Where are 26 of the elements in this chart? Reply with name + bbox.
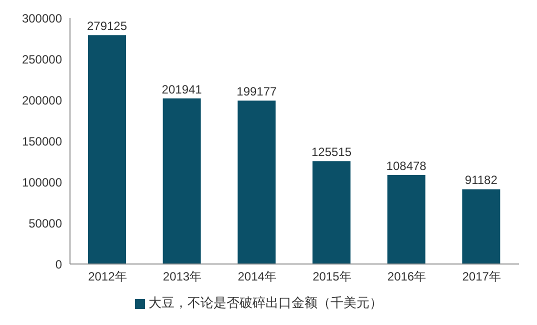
x-tick-label: 2012年 [88,270,127,284]
data-label: 199177 [236,84,278,99]
y-tick-label: 50000 [28,216,62,230]
bar [387,175,426,264]
y-tick-label: 0 [55,257,62,272]
x-tick-label: 2013年 [162,270,202,284]
data-label: 279125 [86,19,128,34]
x-tick-label: 2016年 [387,270,426,284]
x-tick-label: 2015年 [312,270,352,284]
y-tick-label: 100000 [22,175,62,190]
bar [462,189,500,264]
bar [312,161,350,264]
data-label: 108478 [386,159,427,174]
bar [238,100,276,264]
data-label: 91182 [464,173,498,188]
y-tick-label: 200000 [22,93,62,108]
bar [88,35,126,264]
bar [162,98,201,264]
y-tick-label: 250000 [22,52,62,66]
legend-label: 大豆，不论是否破碎出口金额（千美元） [148,295,382,310]
y-tick-label: 300000 [22,11,62,26]
data-label: 201941 [162,82,202,96]
y-tick-label: 150000 [22,134,62,148]
x-tick-label: 2017年 [462,270,501,284]
x-tick-label: 2014年 [238,270,276,284]
data-label: 125515 [311,145,352,160]
